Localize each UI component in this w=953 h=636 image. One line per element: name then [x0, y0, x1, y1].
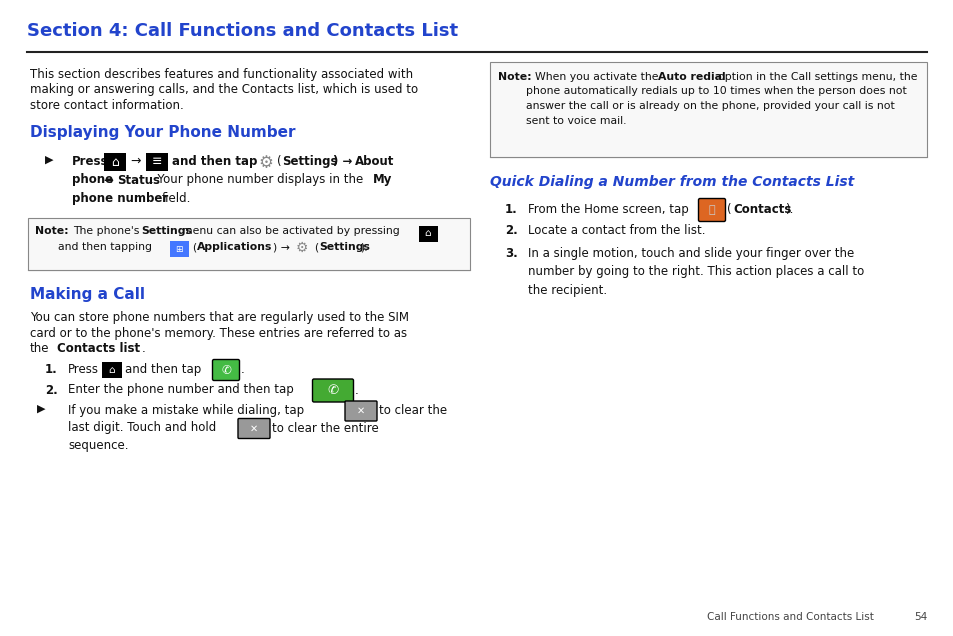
Text: Press: Press	[71, 155, 109, 168]
Text: option in the Call settings menu, the: option in the Call settings menu, the	[718, 72, 917, 82]
Text: If you make a mistake while dialing, tap: If you make a mistake while dialing, tap	[68, 404, 304, 417]
Bar	[490, 62, 926, 157]
Text: Applications: Applications	[196, 242, 273, 252]
Text: card or to the phone's memory. These entries are referred to as: card or to the phone's memory. These ent…	[30, 327, 407, 340]
Text: 3.: 3.	[504, 247, 517, 260]
Text: ) →: ) →	[333, 155, 352, 168]
Text: making or answering calls, and the Contacts list, which is used to: making or answering calls, and the Conta…	[30, 83, 417, 97]
Text: In a single motion, touch and slide your finger over the: In a single motion, touch and slide your…	[527, 247, 853, 260]
Text: (: (	[726, 203, 731, 216]
Text: sequence.: sequence.	[68, 439, 129, 452]
Text: phone number: phone number	[71, 192, 168, 205]
Text: ).: ).	[784, 203, 793, 216]
Text: Section 4: Call Functions and Contacts List: Section 4: Call Functions and Contacts L…	[27, 22, 457, 40]
Bar	[104, 153, 126, 171]
Text: .: .	[241, 363, 245, 376]
Bar	[102, 362, 122, 378]
FancyBboxPatch shape	[213, 359, 239, 380]
Text: ⌂: ⌂	[111, 155, 119, 169]
Text: .: .	[355, 384, 358, 396]
Text: Call Functions and Contacts List: Call Functions and Contacts List	[706, 612, 873, 622]
Text: ⚙: ⚙	[257, 154, 273, 172]
Text: When you activate the: When you activate the	[535, 72, 658, 82]
Bar	[28, 218, 470, 270]
Text: Settings: Settings	[282, 155, 337, 168]
FancyBboxPatch shape	[313, 379, 354, 402]
Text: ).: ).	[359, 242, 367, 252]
Text: Settings: Settings	[318, 242, 370, 252]
Text: to clear the entire: to clear the entire	[272, 422, 378, 434]
Text: ✕: ✕	[250, 424, 258, 434]
Text: This section describes features and functionality associated with: This section describes features and func…	[30, 68, 413, 81]
Text: Auto redial: Auto redial	[658, 72, 725, 82]
Text: Quick Dialing a Number from the Contacts List: Quick Dialing a Number from the Contacts…	[490, 175, 853, 189]
Text: ≡: ≡	[152, 155, 162, 169]
Text: Contacts list: Contacts list	[57, 343, 140, 356]
Text: (: (	[192, 242, 196, 252]
FancyBboxPatch shape	[698, 198, 724, 221]
Text: number by going to the right. This action places a call to: number by going to the right. This actio…	[527, 265, 863, 279]
FancyBboxPatch shape	[237, 418, 270, 438]
Text: .: .	[142, 343, 146, 356]
Text: Enter the phone number and then tap: Enter the phone number and then tap	[68, 384, 294, 396]
Text: Displaying Your Phone Number: Displaying Your Phone Number	[30, 125, 295, 140]
Text: You can store phone numbers that are regularly used to the SIM: You can store phone numbers that are reg…	[30, 312, 409, 324]
Text: Settings: Settings	[141, 226, 192, 237]
Text: ▶: ▶	[37, 404, 46, 414]
Text: phone: phone	[71, 174, 113, 186]
Text: and then tap: and then tap	[125, 363, 201, 376]
Text: answer the call or is already on the phone, provided your call is not: answer the call or is already on the pho…	[525, 101, 894, 111]
Text: ⚙: ⚙	[295, 241, 308, 255]
Text: From the Home screen, tap: From the Home screen, tap	[527, 203, 688, 216]
Text: (: (	[314, 242, 317, 252]
Text: 2.: 2.	[45, 384, 58, 396]
Text: The phone's: The phone's	[73, 226, 139, 237]
Bar	[146, 153, 168, 171]
Text: →: →	[130, 155, 140, 168]
Text: ✆: ✆	[221, 364, 231, 377]
Text: field.: field.	[162, 192, 192, 205]
Text: Note:: Note:	[497, 72, 531, 82]
Text: ⊞: ⊞	[175, 244, 183, 254]
Text: ⌂: ⌂	[109, 365, 115, 375]
Bar	[418, 226, 437, 242]
Text: ✕: ✕	[356, 406, 365, 416]
Text: ) →: ) →	[273, 242, 290, 252]
Text: Note:: Note:	[35, 226, 69, 237]
Text: →: →	[103, 174, 112, 186]
Text: 2.: 2.	[504, 223, 517, 237]
Text: ▶: ▶	[45, 155, 53, 165]
Text: Status: Status	[117, 174, 160, 186]
Text: and then tapping: and then tapping	[58, 242, 152, 252]
Text: and then tap: and then tap	[172, 155, 257, 168]
Text: to clear the: to clear the	[378, 404, 447, 417]
Text: 54: 54	[913, 612, 926, 622]
Text: My: My	[373, 174, 392, 186]
Text: the: the	[30, 343, 50, 356]
Text: sent to voice mail.: sent to voice mail.	[525, 116, 626, 125]
Text: store contact information.: store contact information.	[30, 99, 184, 112]
Text: About: About	[355, 155, 394, 168]
Text: phone automatically redials up to 10 times when the person does not: phone automatically redials up to 10 tim…	[525, 86, 905, 97]
Text: Contacts: Contacts	[732, 203, 791, 216]
Text: . Your phone number displays in the: . Your phone number displays in the	[150, 174, 363, 186]
Text: menu can also be activated by pressing: menu can also be activated by pressing	[182, 226, 399, 237]
Text: 1.: 1.	[45, 363, 58, 376]
FancyBboxPatch shape	[345, 401, 376, 421]
Text: the recipient.: the recipient.	[527, 284, 606, 297]
Text: 1.: 1.	[504, 203, 517, 216]
Text: Making a Call: Making a Call	[30, 287, 145, 303]
Text: ⌂: ⌂	[424, 228, 431, 238]
Text: ✆: ✆	[327, 384, 338, 397]
Bar	[170, 241, 189, 257]
Text: Press: Press	[68, 363, 99, 376]
Text: last digit. Touch and hold: last digit. Touch and hold	[68, 422, 216, 434]
Text: 👤: 👤	[708, 205, 715, 215]
Text: (: (	[276, 155, 281, 168]
Text: Locate a contact from the list.: Locate a contact from the list.	[527, 223, 705, 237]
